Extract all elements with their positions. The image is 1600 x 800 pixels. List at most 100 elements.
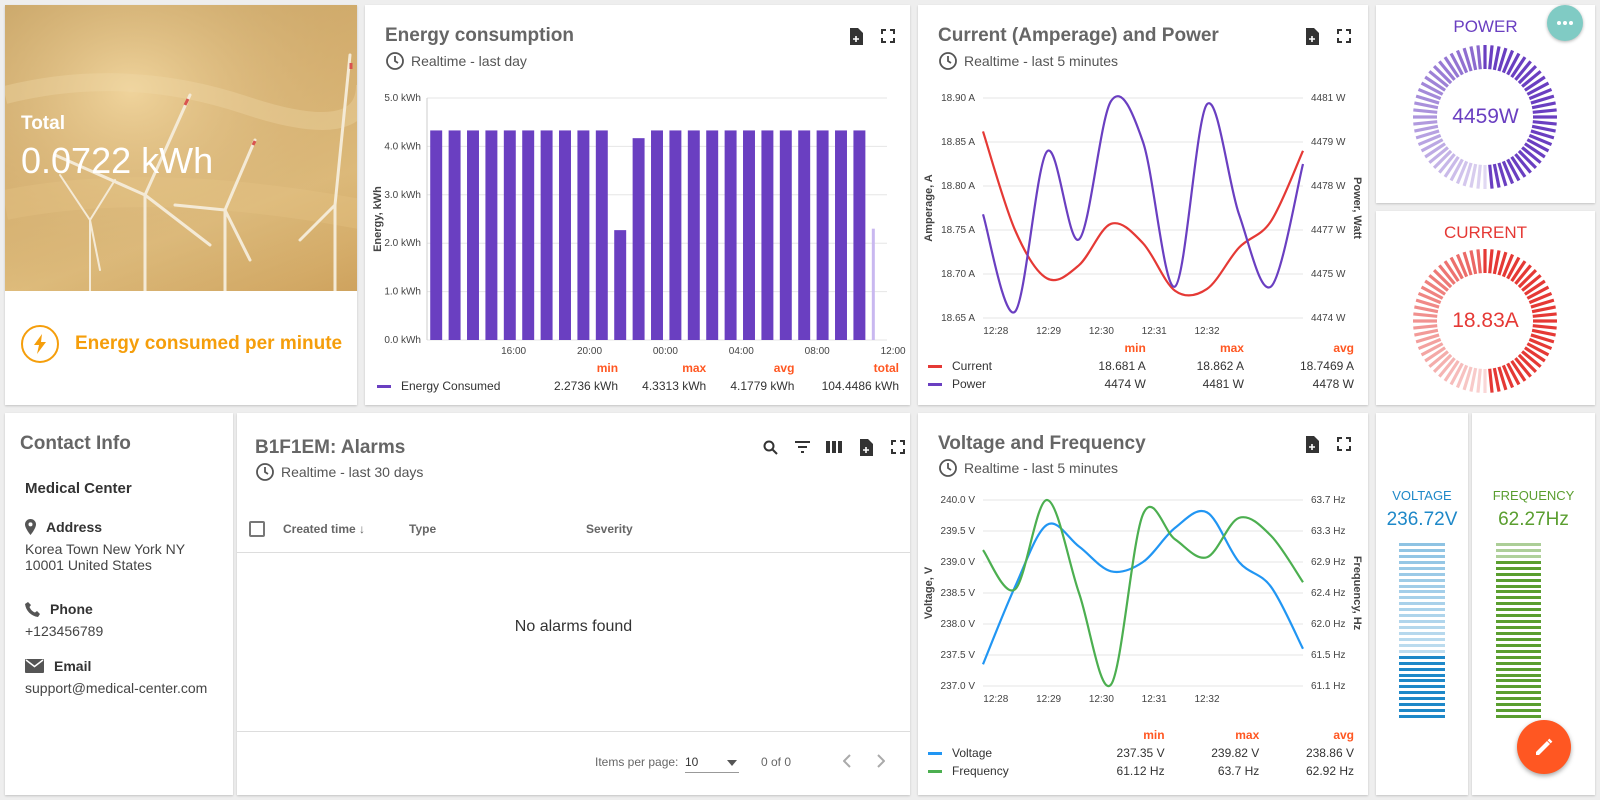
legend-series-current[interactable]: Current	[924, 357, 1052, 375]
gauge-tick	[1488, 249, 1494, 274]
fullscreen-icon[interactable]	[887, 436, 909, 458]
legend-series-voltage[interactable]: Voltage	[924, 744, 1074, 762]
search-icon[interactable]	[759, 436, 781, 458]
clock-icon	[386, 52, 404, 70]
total-label: Total	[21, 113, 65, 134]
next-page-button[interactable]	[869, 749, 893, 773]
gauge-bar	[1496, 620, 1541, 624]
column-type[interactable]: Type	[409, 522, 437, 536]
fullscreen-icon[interactable]	[1333, 25, 1355, 47]
gauge-bar	[1399, 697, 1445, 701]
gauge-bar	[1399, 649, 1445, 653]
y-right-tick-label: 61.5 Hz	[1311, 650, 1345, 661]
gauge-tick	[1524, 142, 1546, 159]
edit-dashboard-button[interactable]	[1517, 720, 1571, 774]
column-created-time[interactable]: Created time ↓	[283, 522, 366, 536]
gauge-bar	[1496, 685, 1541, 689]
export-icon[interactable]	[855, 436, 877, 458]
gauge-tick	[1528, 337, 1553, 351]
energy-bar	[595, 130, 608, 340]
frequency-gauge-card: FREQUENCY 62.27Hz	[1472, 413, 1595, 795]
gauge-tick	[1530, 298, 1555, 309]
legend-series[interactable]: Energy Consumed	[373, 377, 534, 395]
energy-bar	[503, 130, 516, 340]
series-line-voltage	[981, 509, 1304, 665]
more-options-button[interactable]	[1547, 5, 1583, 41]
column-severity[interactable]: Severity	[586, 522, 633, 536]
gauge-tick	[1506, 158, 1521, 182]
gauge-tick	[1428, 70, 1449, 88]
energy-bar	[485, 130, 498, 340]
gauge-tick	[1476, 368, 1482, 393]
gauge-bar	[1399, 614, 1445, 618]
y-tick-label: 5.0 kWh	[384, 93, 421, 104]
fullscreen-icon[interactable]	[877, 25, 899, 47]
current-radial-gauge	[1413, 249, 1557, 393]
x-tick-label: 04:00	[729, 346, 754, 357]
current-gauge-value: 18.83A	[1452, 309, 1519, 332]
gauge-tick	[1449, 362, 1464, 386]
widget-title: Energy consumption	[385, 25, 574, 46]
select-all-checkbox[interactable]	[249, 521, 265, 537]
gauge-bar	[1399, 590, 1445, 594]
y-left-tick-label: 237.5 V	[941, 650, 976, 661]
gauge-tick	[1462, 366, 1473, 391]
gauge-tick	[1497, 162, 1508, 187]
y-tick-label: 1.0 kWh	[384, 287, 421, 298]
energy-bar	[669, 130, 682, 340]
gauge-tick	[1462, 47, 1473, 72]
export-icon[interactable]	[845, 25, 867, 47]
legend-series-frequency[interactable]: Frequency	[924, 762, 1074, 780]
energy-bar	[522, 130, 535, 340]
phone-icon	[25, 601, 40, 617]
gauge-tick	[1510, 156, 1527, 178]
phone-value: +123456789	[25, 623, 104, 639]
gauge-tick	[1526, 138, 1550, 153]
legend-series-power[interactable]: Power	[924, 375, 1052, 393]
gauge-bar	[1496, 697, 1541, 701]
more-horizontal-icon	[1557, 21, 1573, 25]
gauge-bar	[1496, 679, 1541, 683]
email-block: Email support@medical-center.com	[25, 658, 208, 696]
frequency-linear-gauge	[1496, 543, 1541, 721]
gauge-bar	[1496, 643, 1541, 647]
gauge-bar	[1496, 596, 1541, 600]
voltage-gauge-card: VOLTAGE 236.72V	[1376, 413, 1468, 795]
export-icon[interactable]	[1301, 25, 1323, 47]
gauge-tick	[1521, 146, 1542, 164]
y-left-tick-label: 240.0 V	[941, 495, 976, 506]
voltage-frequency-card: Voltage and Frequency Realtime - last 5 …	[918, 413, 1368, 795]
columns-icon[interactable]	[823, 436, 845, 458]
email-value[interactable]: support@medical-center.com	[25, 680, 208, 696]
gauge-tick	[1501, 160, 1515, 185]
previous-page-button[interactable]	[835, 749, 859, 773]
fullscreen-icon[interactable]	[1333, 433, 1355, 455]
filter-icon[interactable]	[791, 436, 813, 458]
gauge-tick	[1521, 274, 1542, 292]
gauge-tick	[1455, 364, 1469, 389]
contact-org: Medical Center	[25, 480, 132, 497]
gauge-tick	[1469, 250, 1478, 275]
series-line-frequency	[982, 498, 1304, 688]
energy-bar	[871, 228, 875, 340]
gauge-tick	[1414, 124, 1439, 133]
phone-block: Phone +123456789	[25, 601, 104, 639]
gauge-tick	[1530, 94, 1555, 105]
gauge-bar	[1496, 548, 1541, 552]
energy-bar	[559, 130, 571, 340]
energy-bar	[430, 130, 443, 340]
wind-turbine-image	[5, 5, 357, 291]
x-tick-label: 12:30	[1089, 326, 1114, 337]
gauge-bar	[1496, 703, 1541, 707]
alarms-table-header: Created time ↓ Type Severity	[237, 503, 910, 553]
gauge-tick	[1497, 47, 1508, 72]
gauge-bar	[1399, 554, 1445, 558]
y-left-tick-label: 18.90 A	[941, 93, 975, 104]
widget-subtitle: Realtime - last day	[385, 51, 527, 71]
gauge-tick	[1532, 312, 1557, 318]
contact-title: Contact Info	[20, 433, 131, 454]
items-per-page-select[interactable]: 10	[685, 751, 739, 773]
gauge-tick	[1424, 279, 1446, 296]
y-right-tick-label: 63.3 Hz	[1311, 526, 1345, 537]
export-icon[interactable]	[1301, 433, 1323, 455]
